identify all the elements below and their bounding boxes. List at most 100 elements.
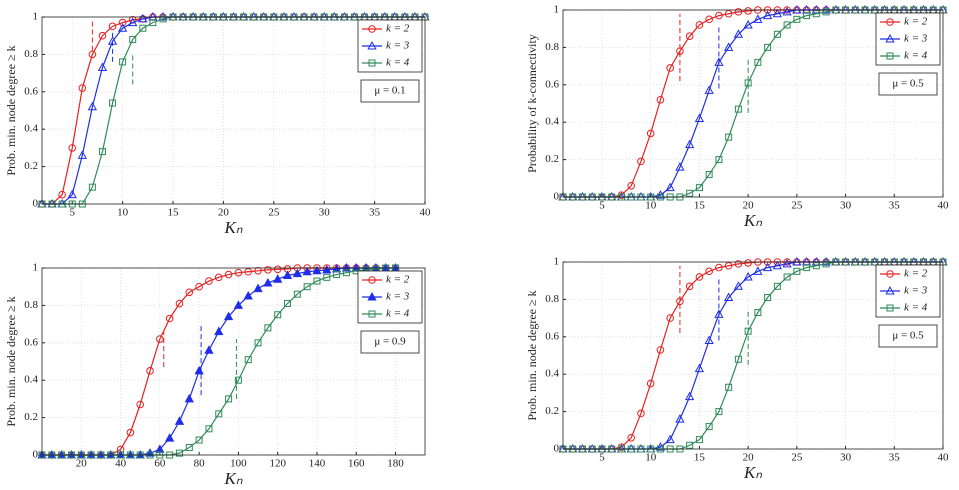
marker [194,365,204,375]
marker [744,79,752,87]
marker [656,95,665,104]
marker [714,57,724,66]
marker [215,410,223,418]
marker [754,58,762,66]
marker [292,268,302,278]
marker [146,367,154,375]
marker [772,8,782,18]
marker [108,22,117,31]
x-tick-label: 10 [117,207,129,219]
x-axis-label: Kₙ [743,463,762,482]
marker [175,299,184,308]
marker [67,189,77,199]
marker [725,383,733,391]
y-axis-label: Prob. min. node degree ≥ k [4,45,18,175]
marker [214,326,224,336]
marker [715,156,723,164]
marker [705,171,713,179]
marker [715,11,723,20]
marker [772,260,782,270]
x-tick-label: 25 [791,452,803,464]
marker [263,277,273,287]
x-tick-label: 5 [599,200,605,212]
marker [694,113,705,122]
x-tick-label: 5 [599,452,605,464]
marker [174,416,185,425]
x-tick-label: 30 [840,200,852,212]
y-tick-label: 0.2 [545,153,559,165]
legend-label: k = 2 [904,268,928,280]
marker [223,311,234,321]
y-tick-label: 0 [33,198,39,210]
marker [302,266,312,276]
marker [812,262,820,270]
legend-marker [367,291,377,301]
marker [97,62,108,71]
marker [637,409,645,418]
marker [225,395,233,403]
marker [243,291,253,300]
x-tick-label: 25 [268,207,280,219]
legend-marker [886,304,894,312]
x-axis-label: Kₙ [743,211,762,230]
y-tick-label: 0 [554,191,560,203]
annotation-box [878,72,938,96]
marker [705,15,713,24]
marker [333,271,341,279]
marker [138,13,148,23]
annotation: μ = 0.5 [892,78,924,90]
marker [264,266,272,274]
marker [783,273,791,281]
marker [734,355,742,363]
marker [821,256,831,266]
marker [724,292,734,302]
marker [293,290,301,298]
marker [156,335,164,343]
marker [165,314,174,323]
plot-frame [562,9,944,198]
annotation-box [878,324,938,348]
y-tick-label: 0.8 [24,299,38,311]
marker [98,148,106,156]
x-tick-label: 30 [319,207,331,219]
marker [695,21,704,29]
x-tick-label: 35 [889,452,901,464]
x-tick-label: 80 [194,458,206,470]
legend-label: k = 3 [386,40,410,52]
marker [734,105,742,113]
legend-marker [885,33,895,43]
marker [284,300,292,308]
x-tick-label: 40 [938,200,950,212]
marker [705,267,713,276]
legend-label: k = 4 [904,302,928,314]
marker [724,261,733,270]
marker [149,19,157,27]
legend-label: k = 2 [904,16,928,28]
marker [782,258,792,268]
marker [119,58,127,66]
marker [233,300,244,309]
x-tick-label: 5 [69,207,75,219]
legend-marker [368,276,376,284]
y-tick-label: 0 [33,449,39,461]
legend-label: k = 4 [386,308,410,320]
legend-marker [368,59,376,67]
marker [764,294,772,302]
x-tick-label: 140 [309,458,326,470]
marker [743,19,753,29]
x-tick-label: 160 [348,458,365,470]
marker [695,436,703,444]
marker [87,101,98,111]
y-tick-label: 0.2 [24,160,38,172]
annotation: μ = 0.9 [374,336,406,348]
plot-frame [41,16,426,205]
y-tick-label: 1 [554,256,560,268]
y-tick-label: 0.2 [24,411,38,423]
marker [159,15,167,23]
marker [342,269,350,277]
marker [714,309,724,318]
marker [665,434,675,444]
marker [234,376,242,384]
